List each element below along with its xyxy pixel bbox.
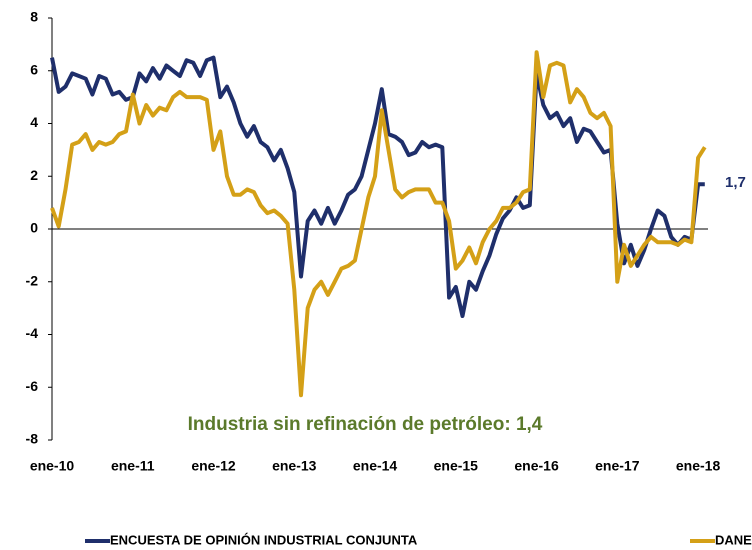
annotation: Industria sin refinación de petróleo: 1,…	[188, 414, 543, 435]
x-tick-label: ene-16	[514, 458, 559, 474]
x-tick-label: ene-13	[272, 458, 317, 474]
y-tick-label: -4	[26, 325, 39, 341]
y-tick-label: 8	[30, 9, 38, 25]
y-tick-label: 6	[30, 61, 38, 77]
y-tick-label: -2	[26, 272, 39, 288]
y-tick-label: 4	[30, 114, 38, 130]
y-tick-label: 2	[30, 167, 38, 183]
legend-label: ENCUESTA DE OPINIÓN INDUSTRIAL CONJUNTA	[110, 532, 418, 547]
y-tick-label: 0	[30, 220, 38, 236]
x-tick-label: ene-11	[111, 458, 155, 474]
series-line	[50, 55, 705, 318]
x-tick-label: ene-12	[191, 458, 236, 474]
x-tick-label: ene-15	[434, 458, 479, 474]
x-tick-label: ene-10	[30, 458, 75, 474]
x-tick-label: ene-17	[595, 458, 640, 474]
x-tick-label: ene-18	[676, 458, 721, 474]
x-tick-label: ene-14	[353, 458, 398, 474]
y-tick-label: -6	[26, 378, 39, 394]
end-label: 1,7	[725, 174, 746, 191]
series-line	[50, 50, 707, 398]
y-tick-label: -8	[26, 431, 39, 447]
legend-label: DANE	[715, 532, 752, 547]
